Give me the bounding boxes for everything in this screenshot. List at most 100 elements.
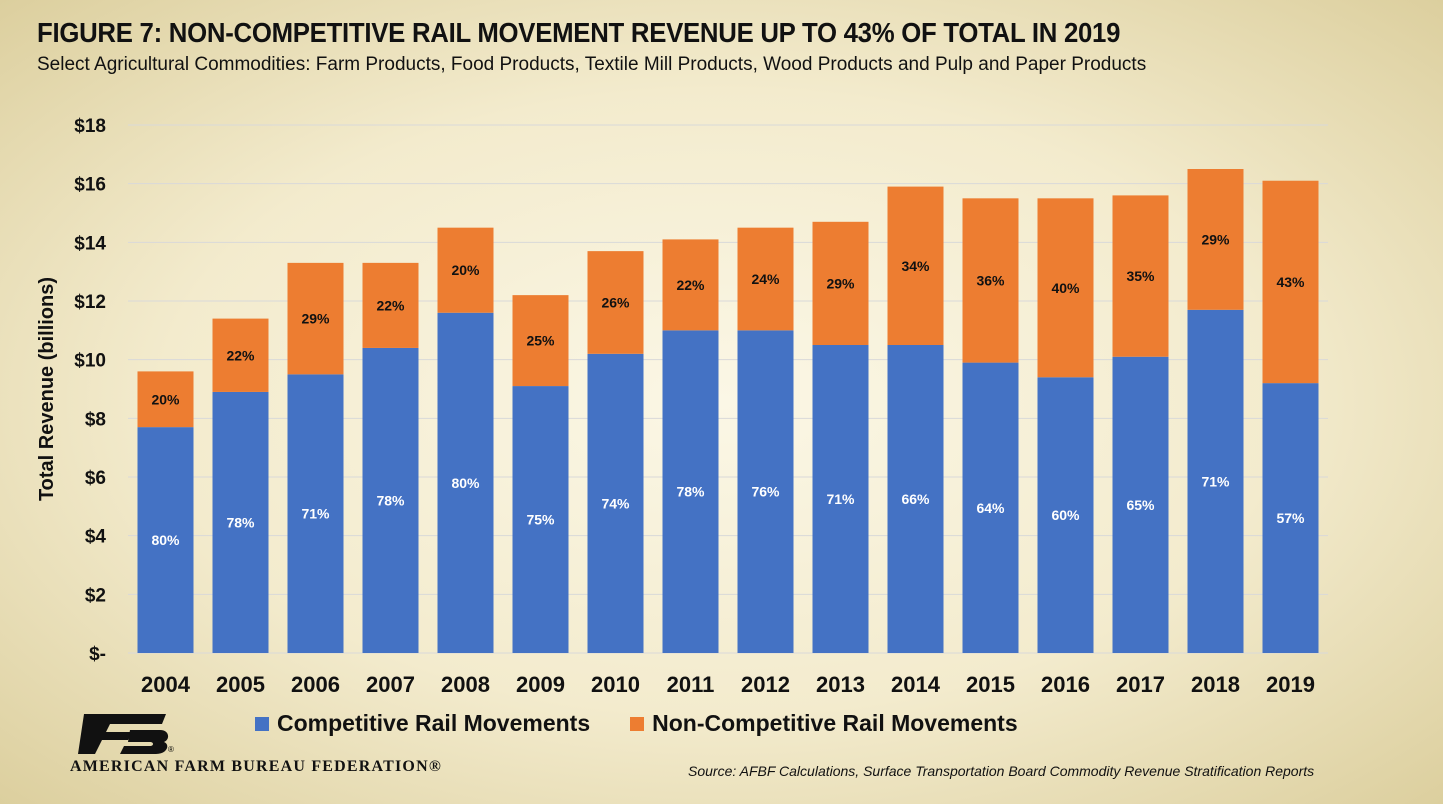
y-tick-label: $2 — [85, 585, 106, 606]
data-label-competitive: 80% — [451, 475, 480, 491]
y-tick-label: $12 — [74, 292, 106, 313]
bar-competitive — [662, 330, 719, 653]
bar-non-competitive — [587, 251, 644, 354]
legend-label-non-competitive: Non-Competitive Rail Movements — [652, 710, 1018, 736]
bar-non-competitive — [1037, 198, 1094, 378]
data-label-non-competitive: 29% — [301, 311, 330, 327]
bar-competitive — [887, 345, 944, 653]
data-label-non-competitive: 20% — [451, 262, 480, 278]
bar-competitive — [1187, 309, 1244, 653]
data-label-competitive: 57% — [1276, 510, 1305, 526]
bars — [137, 169, 1319, 653]
x-tick-label: 2014 — [891, 672, 941, 697]
legend-swatch-non-competitive — [630, 716, 645, 731]
y-axis-title: Total Revenue (billions) — [36, 277, 58, 501]
bar-non-competitive — [512, 295, 569, 387]
chart-legend: Competitive Rail Movements Non-Competiti… — [255, 710, 1018, 737]
legend-item-competitive: Competitive Rail Movements — [255, 710, 590, 737]
bar-non-competitive — [737, 227, 794, 331]
bar-competitive — [137, 427, 194, 653]
legend-label-competitive: Competitive Rail Movements — [277, 710, 591, 736]
bar-competitive — [737, 330, 794, 653]
registered-mark: ® — [168, 745, 174, 754]
data-label-non-competitive: 34% — [901, 258, 930, 274]
y-tick-label: $18 — [74, 116, 106, 137]
bar-competitive — [512, 386, 569, 653]
bar-non-competitive — [212, 318, 269, 392]
y-tick-label: $14 — [74, 233, 106, 254]
data-label-non-competitive: 36% — [976, 272, 1005, 288]
data-labels: 80% 20% 78% 22% 71% 29% 78% 22% 80% 20% 75% 25% 74% 2… — [151, 231, 1305, 548]
bar-non-competitive — [1187, 169, 1244, 310]
x-tick-label: 2004 — [141, 672, 191, 697]
x-tick-label: 2018 — [1191, 672, 1240, 697]
data-label-non-competitive: 29% — [826, 275, 855, 291]
y-tick-label: $16 — [74, 175, 106, 196]
x-tick-label: 2006 — [291, 672, 340, 697]
bar-competitive — [287, 374, 344, 653]
data-label-competitive: 71% — [826, 491, 855, 507]
x-tick-label: 2010 — [591, 672, 640, 697]
bar-competitive — [812, 345, 869, 653]
y-tick-label: $- — [89, 644, 106, 665]
bar-non-competitive — [1262, 180, 1319, 384]
data-label-competitive: 75% — [526, 512, 555, 528]
data-label-non-competitive: 20% — [151, 391, 180, 407]
afbf-logo-icon: ® — [78, 714, 174, 754]
data-label-competitive: 78% — [376, 492, 405, 508]
bar-non-competitive — [362, 262, 419, 348]
data-label-competitive: 65% — [1126, 497, 1155, 513]
chart-subtitle: Select Agricultural Commodities: Farm Pr… — [37, 54, 1147, 75]
y-tick-label: $10 — [74, 351, 106, 372]
data-label-non-competitive: 24% — [751, 271, 780, 287]
x-tick-label: 2019 — [1266, 672, 1315, 697]
data-label-competitive: 76% — [751, 484, 780, 500]
source-note: Source: AFBF Calculations, Surface Trans… — [688, 763, 1315, 779]
legend-swatch-competitive — [255, 716, 269, 731]
bar-non-competitive — [287, 262, 344, 375]
data-label-non-competitive: 22% — [226, 347, 255, 363]
data-label-non-competitive: 22% — [676, 277, 705, 293]
x-tick-label: 2017 — [1116, 672, 1165, 697]
bar-non-competitive — [887, 186, 944, 345]
data-label-competitive: 64% — [976, 500, 1005, 516]
data-label-competitive: 78% — [226, 514, 255, 530]
x-tick-label: 2008 — [441, 672, 490, 697]
data-label-competitive: 80% — [151, 532, 180, 548]
x-tick-label: 2007 — [366, 672, 415, 697]
organization-name: AMERICAN FARM BUREAU FEDERATION® — [70, 758, 442, 775]
data-label-competitive: 66% — [901, 491, 930, 507]
x-tick-label: 2011 — [667, 672, 715, 697]
bar-competitive — [1037, 377, 1094, 653]
data-label-competitive: 78% — [676, 484, 705, 500]
x-tick-label: 2005 — [216, 672, 265, 697]
x-tick-label: 2012 — [741, 672, 790, 697]
y-tick-label: $6 — [85, 468, 106, 489]
data-label-non-competitive: 43% — [1276, 274, 1305, 290]
data-label-non-competitive: 25% — [526, 333, 555, 349]
axes: $- $2 $4 $6 $8 $10 $12 $14 $16 $18 Total Revenue (… — [36, 116, 1315, 697]
bar-competitive — [962, 362, 1019, 653]
y-tick-label: $4 — [85, 527, 107, 548]
legend-item-non-competitive: Non-Competitive Rail Movements — [630, 710, 1018, 737]
x-tick-label: 2016 — [1041, 672, 1090, 697]
bar-non-competitive — [437, 227, 494, 313]
bar-competitive — [1112, 356, 1169, 653]
bar-non-competitive — [962, 198, 1019, 363]
bar-non-competitive — [1112, 195, 1169, 357]
data-label-non-competitive: 35% — [1126, 268, 1155, 284]
data-label-non-competitive: 22% — [376, 297, 405, 313]
data-label-non-competitive: 40% — [1051, 280, 1080, 296]
x-tick-label: 2015 — [966, 672, 1015, 697]
bar-competitive — [362, 347, 419, 653]
chart-title: FIGURE 7: NON-COMPETITIVE RAIL MOVEMENT … — [37, 17, 1121, 48]
data-label-competitive: 71% — [1201, 473, 1230, 489]
data-label-competitive: 71% — [301, 506, 330, 522]
data-label-competitive: 74% — [601, 495, 630, 511]
bar-competitive — [212, 391, 269, 653]
bar-non-competitive — [137, 371, 194, 428]
bar-non-competitive — [662, 239, 719, 331]
bar-competitive — [437, 312, 494, 653]
bar-non-competitive — [812, 221, 869, 345]
